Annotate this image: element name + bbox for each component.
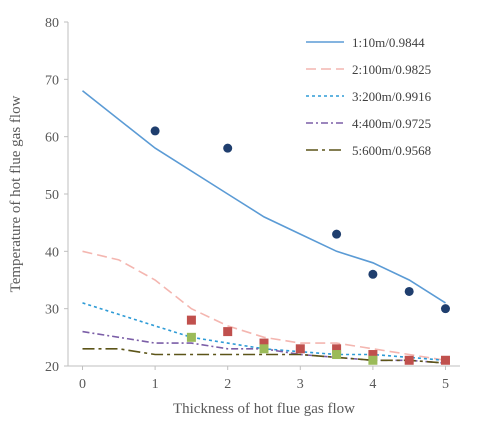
measured-point-circle: [440, 304, 450, 314]
measured-point-square: [259, 338, 269, 348]
measured-point-square: [368, 355, 378, 365]
measured-point-square: [186, 332, 196, 342]
axes: 20 30 40 50 60 70 80 0 1 2 3 4 5: [45, 16, 460, 392]
measured-point-square: [295, 344, 305, 354]
series-line-5: [82, 347, 446, 364]
y-tick-label: 80: [45, 16, 59, 31]
measured-point-circle: [150, 126, 160, 136]
measured-point-square: [223, 327, 233, 337]
measured-points-layer: [150, 126, 450, 365]
x-tick-label: 1: [152, 377, 159, 392]
measured-point-circle: [332, 229, 342, 239]
y-axis-title: Temperature of hot flue gas flow: [8, 95, 24, 292]
measured-point-circle: [223, 143, 233, 153]
x-tick-label: 3: [297, 377, 304, 392]
measured-point-square: [368, 350, 378, 360]
x-axis-title: Thickness of hot flue gas flow: [173, 401, 355, 417]
y-tick-label: 70: [45, 73, 59, 88]
series-layer: [82, 90, 446, 364]
measured-point-circle: [404, 286, 414, 296]
measured-point-square: [186, 315, 196, 325]
y-tick-label: 30: [45, 303, 59, 318]
measured-point-square: [332, 344, 342, 354]
legend-label-2: 2:100m/0.9825: [352, 62, 431, 77]
y-tick-label: 20: [45, 360, 59, 375]
series-line-2: [82, 250, 446, 362]
legend-label-1: 1:10m/0.9844: [352, 35, 425, 50]
y-tick-label: 60: [45, 131, 59, 146]
y-tick-label: 40: [45, 245, 59, 260]
x-tick-label: 5: [442, 377, 449, 392]
x-tick-label: 2: [224, 377, 231, 392]
x-tick-label: 0: [79, 377, 86, 392]
legend: 1:10m/0.9844 2:100m/0.9825 3:200m/0.9916 4:…: [306, 35, 432, 158]
measured-point-square: [332, 350, 342, 360]
measured-point-square: [404, 355, 414, 365]
measured-point-circle: [368, 269, 378, 279]
measured-point-square: [440, 355, 450, 365]
y-tick-label: 50: [45, 188, 59, 203]
legend-label-4: 4:400m/0.9725: [352, 116, 431, 131]
legend-label-3: 3:200m/0.9916: [352, 89, 432, 104]
measured-point-square: [259, 344, 269, 354]
x-tick-label: 4: [369, 377, 376, 392]
legend-label-5: 5:600m/0.9568: [352, 143, 431, 158]
series-line-1: [82, 90, 446, 304]
